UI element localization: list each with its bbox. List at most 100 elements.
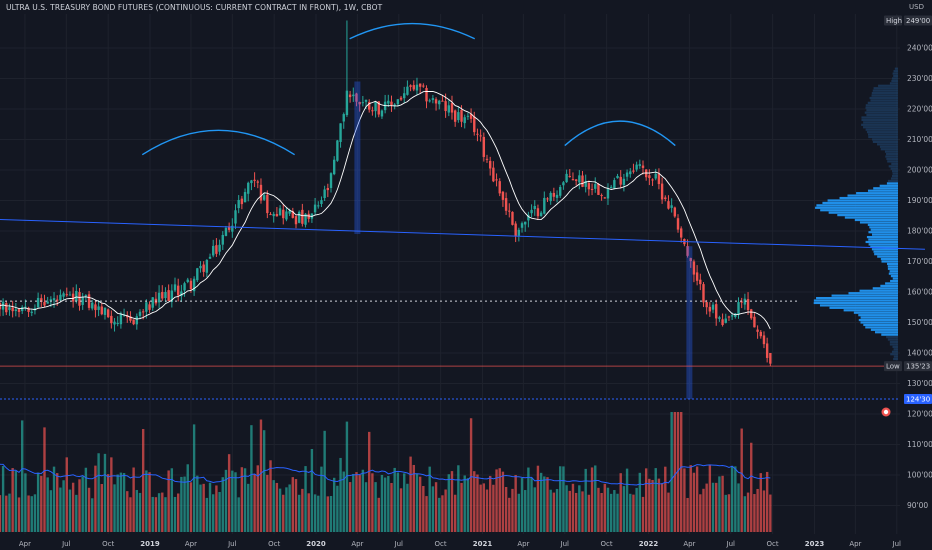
volume-profile-row	[872, 89, 898, 92]
volume-profile-row	[868, 231, 898, 234]
volume-bar	[170, 468, 174, 532]
candle-body	[294, 216, 298, 225]
volume-profile-row	[829, 306, 898, 309]
volume-profile-row	[869, 226, 898, 229]
target-projection-bar	[686, 246, 693, 400]
volume-profile-row	[891, 170, 898, 173]
candle-body	[231, 225, 234, 232]
volume-bar	[212, 494, 215, 532]
volume-profile-row	[873, 87, 898, 90]
time-axis: Apr Jul Oct 2019 Apr Jul Oct 2020 Apr Jul Oct 2021 A…	[19, 540, 901, 548]
volume-bar	[412, 464, 415, 532]
volume-bar	[116, 474, 119, 532]
candle-body	[218, 244, 221, 252]
candle-body	[565, 173, 568, 183]
volume-bar	[520, 478, 524, 532]
volume-bar	[161, 492, 164, 532]
candle-body	[320, 200, 323, 204]
volume-bar	[352, 473, 355, 532]
candle-body	[278, 208, 282, 216]
volume-profile-row	[894, 67, 898, 70]
volume-profile-row	[886, 153, 898, 156]
volume-bar	[167, 470, 170, 532]
volume-profile-row	[889, 343, 898, 346]
volume-bar	[24, 473, 27, 532]
volume-profile-row	[815, 206, 898, 209]
candle-body	[110, 315, 113, 324]
volume-bar	[708, 464, 712, 532]
volume-bar	[326, 496, 330, 532]
candle-body	[40, 298, 43, 302]
volume-profile-row	[879, 145, 898, 148]
candle-body	[539, 212, 543, 216]
candle-body	[536, 208, 540, 217]
volume-bar	[692, 472, 696, 532]
volume-bar	[106, 474, 110, 532]
candle-body	[450, 103, 454, 113]
high-value-box	[904, 15, 932, 26]
candle-body	[75, 290, 78, 302]
volume-bar	[122, 473, 126, 532]
candle-body	[336, 140, 339, 161]
volume-bar	[278, 488, 282, 532]
candle-body	[680, 228, 683, 238]
volume-profile-row	[870, 99, 898, 102]
volume-bar	[84, 467, 88, 532]
candle-body	[183, 283, 186, 291]
volume-bar	[323, 430, 326, 532]
volume-profile-row	[886, 182, 898, 185]
candle-body	[740, 301, 743, 303]
volume-bar	[482, 483, 486, 532]
y-tick-label: 140'00	[907, 348, 932, 357]
candle-body	[170, 290, 174, 302]
candle-body	[403, 93, 406, 99]
volume-bar	[348, 482, 352, 532]
candle-body	[648, 175, 651, 179]
volume-bar	[49, 490, 53, 532]
volume-profile-row	[828, 211, 898, 214]
volume-profile-row	[880, 257, 898, 261]
volume-bar	[100, 484, 103, 532]
volume-bar	[288, 484, 291, 532]
volume-bar	[648, 478, 651, 532]
y-tick-label: 100'00	[907, 471, 932, 480]
volume-bar	[689, 465, 692, 532]
candle-body	[380, 110, 384, 117]
volume-bar	[151, 496, 154, 532]
candle-body	[49, 299, 53, 301]
volume-bar	[638, 472, 642, 532]
candle-body	[259, 184, 263, 201]
volume-bar	[453, 494, 457, 532]
volume-bar	[56, 473, 59, 532]
volume-bar	[727, 494, 731, 532]
candle-body	[240, 198, 244, 205]
candle-body	[224, 227, 228, 236]
volume-bar	[676, 412, 680, 532]
volume-bar	[234, 472, 237, 532]
volume-bar	[126, 491, 129, 532]
candle-body	[21, 307, 24, 312]
candle-body	[368, 102, 371, 110]
volume-profile-row	[867, 101, 898, 104]
price-ma-line	[0, 90, 771, 330]
candle-body	[574, 179, 578, 181]
volume-bar	[231, 470, 234, 532]
candle-body	[358, 101, 361, 105]
volume-bar	[552, 492, 556, 532]
volume-profile-row	[877, 255, 898, 258]
candle-body	[291, 211, 295, 218]
volume-profile-row	[864, 111, 898, 114]
candle-body	[466, 115, 470, 117]
volume-bar	[377, 497, 380, 532]
volume-profile-row	[881, 260, 898, 263]
volume-profile-row	[865, 240, 898, 244]
volume-bar	[587, 494, 591, 532]
x-tick-label: Jul	[560, 540, 570, 548]
target-value: 124'30	[906, 396, 930, 404]
volume-bar	[737, 483, 740, 532]
volume-bar	[485, 489, 489, 532]
candle-body	[94, 304, 97, 311]
volume-profile-row	[872, 287, 898, 290]
volume-bar	[447, 474, 450, 532]
